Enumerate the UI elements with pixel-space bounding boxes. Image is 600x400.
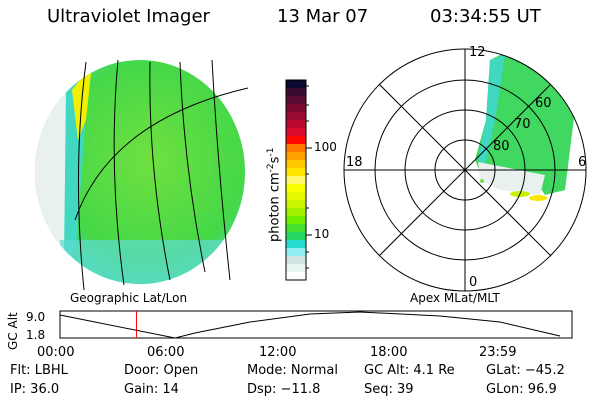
filter-info: Flt: LBHL: [10, 363, 68, 378]
colorbar-band: [286, 240, 306, 249]
colorbar-band: [286, 80, 306, 89]
colorbar-band: [286, 200, 306, 209]
seq-info: Seq: 39: [364, 382, 414, 397]
gain-info: Gain: 14: [124, 382, 179, 397]
altitude-curve: [59, 311, 561, 339]
colorbar-band: [286, 264, 306, 273]
colorbar-band: [286, 248, 306, 257]
colorbar: [286, 80, 306, 281]
colorbar-band: [286, 160, 306, 169]
geographic-image: [35, 60, 245, 284]
unit-sup: -2: [266, 163, 276, 173]
dsp-info: Dsp: −11.8: [247, 382, 321, 397]
glon-info: GLon: 96.9: [486, 382, 557, 397]
mlat-70: 70: [514, 117, 531, 132]
colorbar-band: [286, 256, 306, 265]
colorbar-band: [286, 168, 306, 177]
timeline-y-label: GC Alt: [6, 312, 20, 350]
geo-grid-lines: [74, 59, 249, 291]
xtick-0600: 06:00: [147, 345, 185, 360]
mlat-80: 80: [493, 139, 510, 154]
colorbar-band: [286, 144, 306, 153]
colorbar-ticks: [306, 85, 312, 269]
colorbar-band: [286, 88, 306, 97]
colorbar-tick-100: 100: [314, 140, 337, 154]
polar-grid: [343, 48, 587, 292]
colorbar-band: [286, 272, 306, 281]
mlt-12: 12: [469, 45, 486, 60]
colorbar-band: [286, 152, 306, 161]
xtick-1200: 12:00: [259, 345, 297, 360]
ytick-9: 9.0: [26, 310, 46, 324]
apex-label: Apex MLat/MLT: [410, 291, 500, 305]
colorbar-band: [286, 96, 306, 105]
xtick-2359: 23:59: [479, 345, 517, 360]
time-label: 03:34:55 UT: [430, 6, 541, 27]
colorbar-band: [286, 184, 306, 193]
colorbar-band: [286, 112, 306, 121]
door-info: Door: Open: [124, 363, 199, 378]
unit-text: photon cm: [267, 172, 283, 242]
mlt-18: 18: [346, 155, 363, 170]
gc-alt-info: GC Alt: 4.1 Re: [364, 363, 455, 378]
colorbar-frame: [285, 79, 307, 281]
colorbar-tick-10: 10: [314, 227, 330, 241]
ip-info: IP: 36.0: [10, 382, 60, 397]
xtick-1800: 18:00: [370, 345, 408, 360]
colorbar-band: [286, 136, 306, 145]
colorbar-band: [286, 104, 306, 113]
mlt-6: 6: [578, 155, 587, 170]
glat-info: GLat: −45.2: [486, 363, 565, 378]
timeline-frame: [59, 310, 573, 339]
instrument-title: Ultraviolet Imager: [47, 6, 210, 27]
ytick-1.8: 1.8: [26, 328, 46, 342]
mode-info: Mode: Normal: [247, 363, 338, 378]
colorbar-band: [286, 192, 306, 201]
geographic-label: Geographic Lat/Lon: [70, 291, 188, 305]
colorbar-band: [286, 208, 306, 217]
date-label: 13 Mar 07: [277, 6, 369, 27]
xtick-0000: 00:00: [37, 345, 75, 360]
unit-sup: -1: [266, 147, 276, 157]
mlat-60: 60: [535, 96, 552, 111]
colorbar-band: [286, 120, 306, 129]
colorbar-band: [286, 224, 306, 233]
colorbar-band: [286, 232, 306, 241]
mlt-0: 0: [469, 275, 478, 290]
colorbar-band: [286, 128, 306, 137]
unit-text: s: [267, 156, 283, 164]
colorbar-unit-label: photon cm-2s-1: [266, 148, 282, 242]
colorbar-band: [286, 176, 306, 185]
colorbar-band: [286, 216, 306, 225]
